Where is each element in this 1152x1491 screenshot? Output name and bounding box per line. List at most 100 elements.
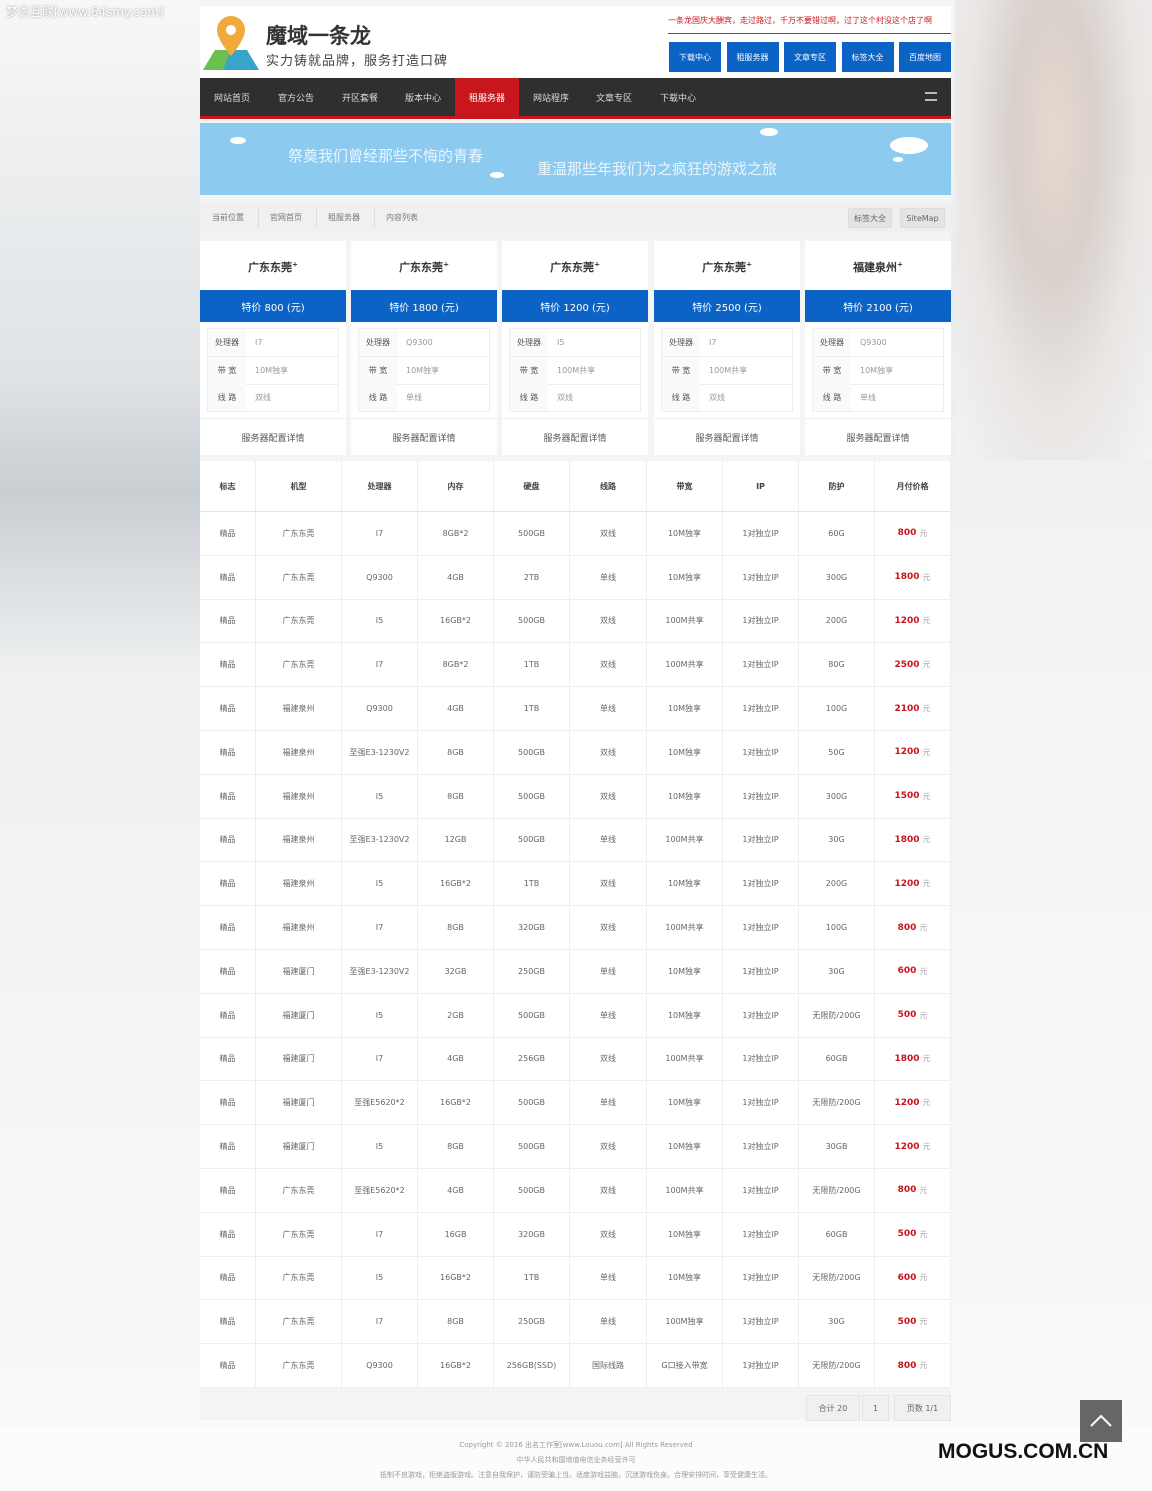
- table-cell: 1对独立IP: [723, 643, 799, 688]
- table-cell: I5: [342, 993, 418, 1038]
- table-cell: 精品: [200, 774, 256, 819]
- price-unit: 元: [919, 528, 928, 538]
- price: 2100: [894, 703, 920, 714]
- table-cell: 8GB: [418, 906, 494, 950]
- table-cell: I7: [342, 1212, 418, 1257]
- table-cell: 500GB: [494, 818, 570, 863]
- table-cell: 8GB: [418, 731, 494, 775]
- table-cell: Q9300: [342, 1344, 418, 1388]
- nav-item[interactable]: 下载中心: [659, 93, 696, 104]
- table-cell: 200G: [799, 862, 875, 907]
- nav-item[interactable]: 网站程序: [532, 93, 569, 104]
- price-unit: 元: [922, 835, 931, 845]
- table-cell: 单线: [570, 818, 647, 863]
- pagination-item[interactable]: 1: [862, 1395, 889, 1421]
- nav-item[interactable]: 文章专区: [595, 93, 632, 104]
- nav-item[interactable]: 网站首页: [213, 93, 250, 104]
- table-cell: 广东东莞: [256, 599, 342, 644]
- card-location: 广东东莞+: [654, 259, 800, 275]
- card-detail[interactable]: 服务器配置详情: [392, 433, 456, 444]
- banner-cloud: [230, 137, 246, 145]
- card-spec-label: 处理器: [208, 329, 246, 356]
- table: [200, 461, 951, 1388]
- top-button[interactable]: 下载中心: [669, 42, 721, 72]
- table-cell: 2GB: [418, 993, 494, 1038]
- nav-menu-icon[interactable]: [925, 92, 937, 101]
- table-cell: 16GB*2: [418, 599, 494, 644]
- table-cell: 100M共享: [647, 906, 723, 950]
- banner-line2: 重温那些年我们为之疯狂的游戏之旅: [537, 160, 778, 178]
- price-unit: 元: [919, 966, 928, 976]
- table-cell: 精品: [200, 950, 256, 994]
- table-cell: 600 元: [875, 1256, 951, 1301]
- table-cell: 精品: [200, 687, 256, 731]
- top-button[interactable]: 租服务器: [726, 42, 779, 72]
- table-cell: 福建泉州: [256, 906, 342, 950]
- back-to-top[interactable]: [1080, 1400, 1122, 1442]
- table-cell: 单线: [570, 1300, 647, 1345]
- breadcrumb-link[interactable]: SiteMap: [900, 208, 945, 228]
- table-cell: 8GB*2: [418, 512, 494, 556]
- nav-item[interactable]: 版本中心: [404, 93, 441, 104]
- breadcrumb-link[interactable]: 标签大全: [848, 208, 892, 228]
- banner-cloud: [490, 172, 504, 179]
- top-button[interactable]: 文章专区: [784, 42, 836, 72]
- table-cell: 300G: [799, 774, 875, 819]
- table-cell: 1200 元: [875, 599, 951, 644]
- top-button[interactable]: 百度地图: [899, 42, 951, 72]
- card-spec-value: Q9300: [406, 338, 433, 347]
- table-cell: 广东东莞: [256, 643, 342, 688]
- price-unit: 元: [922, 1142, 931, 1152]
- card-detail[interactable]: 服务器配置详情: [543, 433, 607, 444]
- table-cell: 至强E5620*2: [342, 1081, 418, 1126]
- table-cell: 广东东莞: [256, 512, 342, 556]
- nav-item[interactable]: 官方公告: [277, 93, 314, 104]
- table-cell: 1200 元: [875, 731, 951, 775]
- table-cell: 1对独立IP: [723, 731, 799, 775]
- price: 600: [897, 1272, 917, 1283]
- table-cell: 1对独立IP: [723, 993, 799, 1038]
- table-cell: 无限防/200G: [799, 1169, 875, 1213]
- table-cell: 12GB: [418, 818, 494, 863]
- table-cell: 精品: [200, 1300, 256, 1345]
- card-price: 特价 2500 (元): [654, 290, 800, 322]
- price-unit: 元: [922, 879, 931, 889]
- breadcrumb-sep: [258, 208, 259, 228]
- table-cell: 单线: [570, 1081, 647, 1126]
- site-slogan: 实力铸就品牌，服务打造口碑: [266, 54, 449, 69]
- price: 500: [897, 1010, 917, 1021]
- breadcrumb-item[interactable]: 官网首页: [270, 213, 302, 222]
- breadcrumb-item[interactable]: 租服务器: [328, 213, 360, 222]
- card-detail[interactable]: 服务器配置详情: [695, 433, 759, 444]
- table-cell: 1200 元: [875, 1081, 951, 1126]
- table-cell: 精品: [200, 512, 256, 556]
- table-cell: 1200 元: [875, 1125, 951, 1169]
- card-spec-sep: [813, 356, 943, 357]
- card-detail[interactable]: 服务器配置详情: [241, 433, 305, 444]
- card-detail[interactable]: 服务器配置详情: [846, 433, 910, 444]
- top-button[interactable]: 标签大全: [841, 42, 894, 72]
- table-cell: 1对独立IP: [723, 774, 799, 819]
- table-cell: 256GB(SSD): [494, 1344, 570, 1388]
- table-cell: I5: [342, 1125, 418, 1169]
- card-sup: +: [746, 260, 752, 269]
- table-cell: 精品: [200, 599, 256, 644]
- price: 1200: [894, 615, 920, 626]
- card-spec-value: I5: [557, 338, 565, 347]
- table-header: 处理器: [342, 461, 418, 512]
- table-cell: 10M独享: [647, 950, 723, 994]
- card-spec-label: 线 路: [359, 384, 397, 412]
- table-cell: 福建厦门: [256, 1037, 342, 1082]
- card-spec-sep: [662, 383, 792, 385]
- nav-item[interactable]: 开区套餐: [341, 93, 378, 104]
- table-cell: 50G: [799, 731, 875, 775]
- nav-item[interactable]: 租服务器: [455, 78, 519, 116]
- card-specs-box: [812, 328, 944, 412]
- price: 600: [897, 966, 917, 977]
- table-cell: 8GB: [418, 1125, 494, 1169]
- table-cell: 500 元: [875, 1212, 951, 1257]
- table-cell: 1TB: [494, 1256, 570, 1301]
- table-cell: 200G: [799, 599, 875, 644]
- card-spec-value: 单线: [406, 393, 422, 403]
